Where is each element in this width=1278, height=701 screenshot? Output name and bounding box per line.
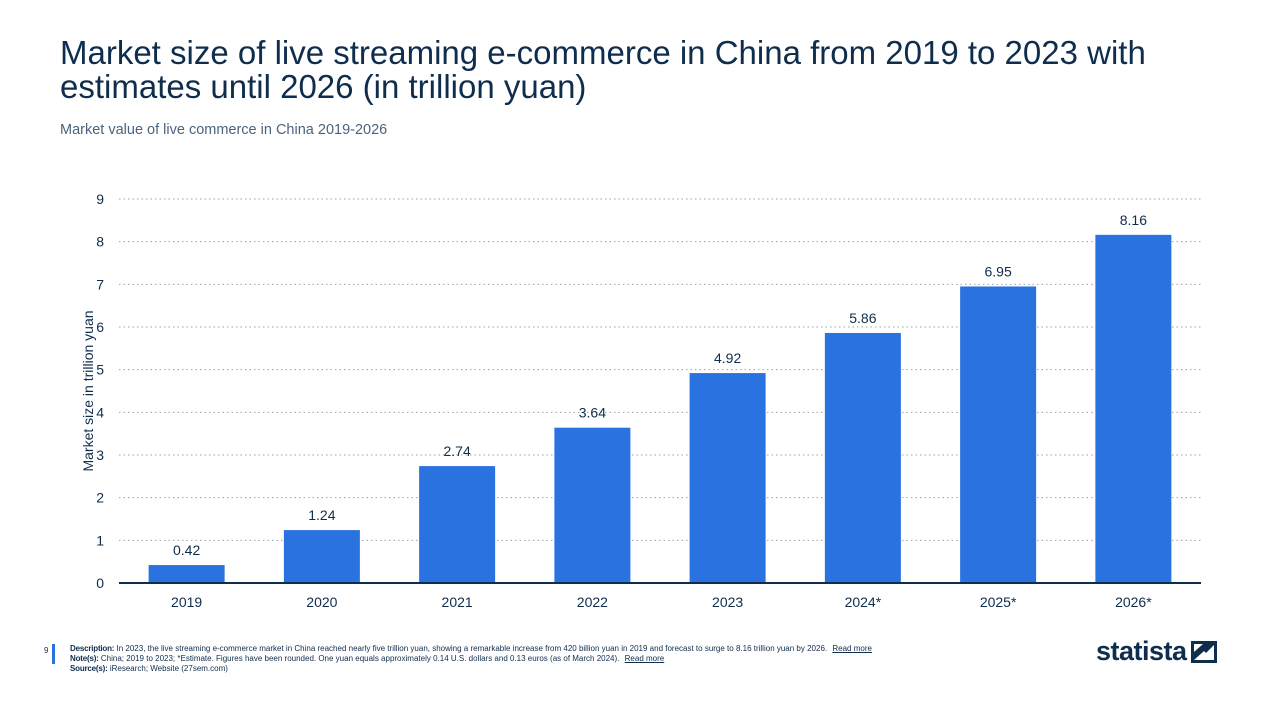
x-tick-label: 2025* (980, 594, 1017, 610)
x-tick-label: 2021 (442, 594, 473, 610)
x-axis-ticks: 2019 2020 2021 2022 2023 2024* 2025* 2026* (171, 594, 1152, 610)
source-line: Source(s): iResearch; Website (27sem.com… (70, 664, 872, 674)
bar-2024-estimate[interactable] (824, 332, 901, 583)
y-tick-label: 2 (96, 490, 104, 506)
footer-notes: Description: In 2023, the live streaming… (70, 644, 872, 674)
y-tick-label: 0 (96, 575, 104, 591)
value-labels: 0.42 1.24 2.74 3.64 4.92 5.86 6.95 8.16 (173, 212, 1147, 558)
description-text: In 2023, the live streaming e-commerce m… (116, 644, 828, 653)
footer-accent-bar (52, 644, 55, 664)
bar-value-label: 8.16 (1120, 212, 1147, 228)
description-label: Description: (70, 644, 115, 653)
bar-value-label: 4.92 (714, 350, 741, 366)
bar-value-label: 5.86 (849, 310, 876, 326)
bar-2020[interactable] (283, 530, 360, 583)
y-tick-label: 7 (96, 276, 104, 292)
x-tick-label: 2024* (845, 594, 882, 610)
y-tick-label: 4 (96, 404, 104, 420)
notes-label: Note(s): (70, 654, 99, 663)
description-read-more-link[interactable]: Read more (832, 644, 872, 653)
page-number: 9 (44, 646, 49, 655)
page-subtitle: Market value of live commerce in China 2… (60, 122, 388, 138)
description-line: Description: In 2023, the live streaming… (70, 644, 872, 654)
y-axis-ticks: 0 1 2 3 4 5 6 7 8 9 (96, 191, 104, 591)
bar-value-label: 1.24 (308, 507, 335, 523)
bar-value-label: 2.74 (444, 443, 471, 459)
y-tick-label: 8 (96, 234, 104, 250)
notes-read-more-link[interactable]: Read more (624, 654, 665, 663)
y-tick-label: 6 (96, 319, 104, 335)
x-tick-label: 2023 (712, 594, 743, 610)
y-tick-label: 9 (96, 191, 104, 207)
notes-line: Note(s): China; 2019 to 2023; *Estimate.… (70, 654, 872, 664)
statista-logo-icon (1190, 640, 1217, 663)
bar-2026-estimate[interactable] (1095, 234, 1172, 583)
y-tick-label: 5 (96, 362, 104, 378)
bar-value-label: 6.95 (985, 263, 1012, 279)
x-tick-label: 2020 (306, 594, 337, 610)
statista-logo[interactable]: statista (1096, 636, 1217, 667)
y-tick-label: 1 (96, 532, 104, 548)
source-label: Source(s): (70, 664, 108, 673)
bar-2021[interactable] (419, 466, 496, 583)
x-tick-label: 2019 (171, 594, 202, 610)
notes-text: China; 2019 to 2023; *Estimate. Figures … (100, 654, 620, 663)
x-tick-label: 2022 (577, 594, 608, 610)
statista-logo-text: statista (1096, 636, 1187, 666)
chart-bars (148, 234, 1172, 583)
y-tick-label: 3 (96, 447, 104, 463)
source-text: iResearch; Website (27sem.com) (109, 664, 228, 673)
x-tick-label: 2026* (1115, 594, 1152, 610)
bar-chart: 0 1 2 3 4 5 6 7 8 9 0.42 1.24 2.74 3.64 4.92 5.86 6.95 8… (80, 191, 1201, 610)
bar-value-label: 3.64 (579, 405, 606, 421)
bar-2019[interactable] (148, 565, 225, 583)
bar-2025-estimate[interactable] (960, 286, 1037, 583)
bar-value-label: 0.42 (173, 542, 200, 558)
y-axis-label: Market size in trillion yuan (80, 310, 96, 471)
bar-2023[interactable] (689, 373, 766, 583)
page-title: Market size of live streaming e-commerce… (60, 34, 1146, 105)
bar-2022[interactable] (554, 427, 631, 583)
chart-grid (119, 198, 1201, 541)
